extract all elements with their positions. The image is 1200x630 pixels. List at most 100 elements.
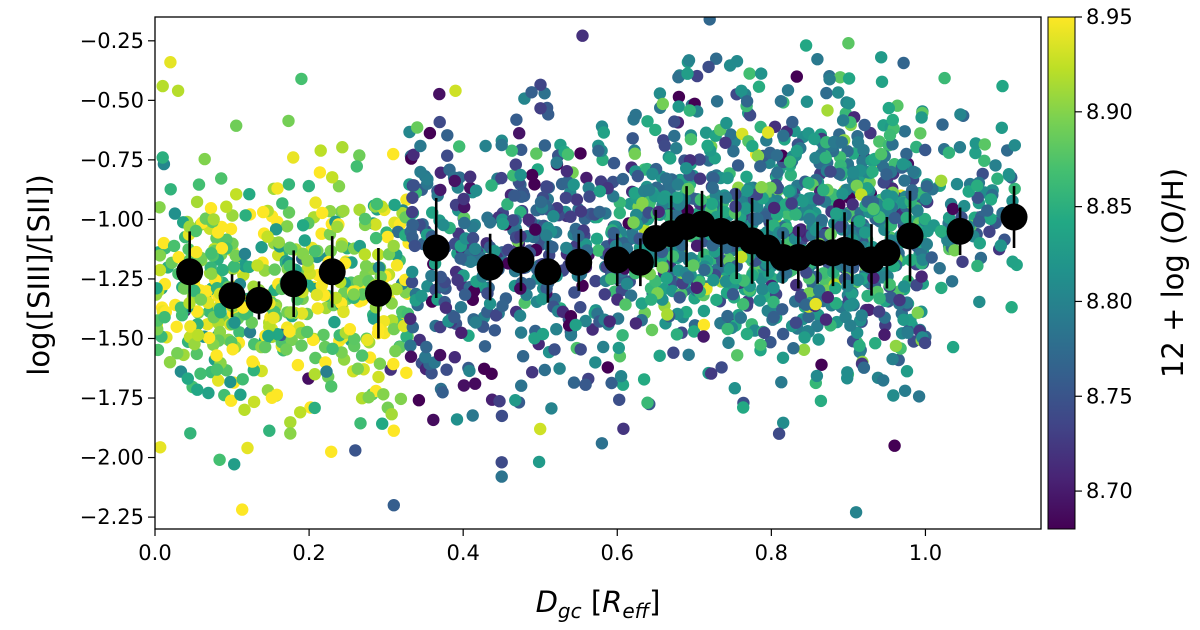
scatter-point bbox=[853, 339, 866, 352]
scatter-point bbox=[361, 333, 374, 347]
scatter-point bbox=[897, 280, 911, 293]
scatter-point bbox=[468, 242, 482, 256]
scatter-point bbox=[886, 352, 899, 366]
scatter-point bbox=[817, 183, 830, 197]
scatter-point bbox=[705, 197, 719, 210]
scatter-point bbox=[570, 193, 584, 206]
scatter-point bbox=[326, 171, 339, 184]
scatter-point bbox=[658, 139, 671, 152]
scatter-point bbox=[448, 351, 461, 364]
scatter-point bbox=[385, 408, 398, 421]
scatter-point bbox=[387, 322, 401, 336]
scatter-point bbox=[813, 284, 826, 297]
scatter-point bbox=[735, 84, 748, 98]
scatter-point bbox=[743, 67, 756, 80]
scatter-point bbox=[316, 206, 329, 220]
scatter-point bbox=[406, 265, 419, 279]
scatter-point bbox=[823, 73, 836, 86]
x-tick-label: 1.0 bbox=[909, 541, 942, 565]
scatter-point bbox=[205, 247, 218, 260]
scatter-point bbox=[155, 343, 165, 357]
scatter-point bbox=[181, 372, 194, 385]
y-tick-label: −0.25 bbox=[80, 29, 144, 53]
scatter-point bbox=[394, 392, 408, 406]
scatter-point bbox=[945, 275, 959, 288]
scatter-point bbox=[190, 195, 204, 209]
scatter-point bbox=[592, 244, 605, 257]
scatter-point bbox=[414, 165, 427, 179]
scatter-point bbox=[627, 216, 640, 229]
scatter-point bbox=[810, 369, 824, 383]
scatter-point bbox=[411, 121, 424, 134]
scatter-point bbox=[239, 209, 252, 222]
scatter-point bbox=[525, 168, 539, 182]
scatter-point bbox=[858, 118, 871, 132]
scatter-point bbox=[190, 305, 204, 318]
scatter-point bbox=[673, 291, 686, 304]
scatter-point bbox=[489, 309, 503, 322]
scatter-point bbox=[243, 326, 257, 339]
scatter-point bbox=[280, 220, 294, 233]
scatter-point bbox=[331, 220, 344, 233]
scatter-point bbox=[440, 363, 453, 376]
scatter-point bbox=[617, 422, 630, 435]
scatter-point bbox=[614, 370, 628, 383]
scatter-point bbox=[184, 427, 197, 440]
scatter-point bbox=[869, 337, 882, 350]
scatter-point bbox=[400, 366, 413, 379]
scatter-point bbox=[787, 342, 800, 355]
scatter-point bbox=[155, 263, 167, 277]
scatter-point bbox=[653, 349, 666, 362]
scatter-point bbox=[202, 331, 216, 345]
scatter-point bbox=[649, 123, 662, 137]
scatter-point bbox=[703, 17, 716, 26]
scatter-point bbox=[642, 183, 656, 197]
scatter-point bbox=[911, 306, 924, 319]
scatter-point bbox=[580, 171, 593, 185]
scatter-point bbox=[741, 184, 754, 198]
scatter-point bbox=[496, 217, 510, 231]
scatter-point bbox=[295, 339, 308, 352]
scatter-point bbox=[291, 358, 305, 372]
scatter-point bbox=[328, 315, 341, 329]
scatter-point bbox=[574, 301, 587, 314]
scatter-point bbox=[915, 270, 928, 283]
scatter-point bbox=[680, 162, 693, 175]
scatter-point bbox=[935, 281, 948, 295]
scatter-point bbox=[809, 297, 822, 311]
scatter-point bbox=[404, 339, 417, 352]
scatter-point bbox=[319, 356, 332, 369]
scatter-point bbox=[832, 86, 845, 99]
scatter-point bbox=[348, 332, 361, 346]
scatter-point bbox=[350, 160, 363, 173]
scatter-point bbox=[337, 305, 350, 319]
scatter-point bbox=[721, 171, 734, 185]
scatter-point bbox=[569, 318, 582, 332]
scatter-point bbox=[866, 165, 879, 178]
scatter-point bbox=[202, 386, 215, 400]
scatter-point bbox=[478, 340, 492, 353]
scatter-point bbox=[451, 273, 464, 287]
scatter-point bbox=[969, 137, 982, 150]
scatter-point bbox=[589, 356, 602, 369]
scatter-point bbox=[534, 422, 547, 436]
scatter-point bbox=[767, 295, 780, 309]
scatter-point bbox=[583, 190, 596, 203]
scatter-point bbox=[514, 168, 527, 182]
scatter-point bbox=[157, 236, 170, 250]
scatter-point bbox=[815, 358, 828, 371]
scatter-point bbox=[425, 269, 438, 283]
scatter-point bbox=[216, 263, 229, 277]
scatter-point bbox=[751, 212, 764, 225]
scatter-point bbox=[238, 403, 251, 416]
scatter-point bbox=[561, 148, 575, 161]
scatter-point bbox=[731, 349, 744, 362]
scatter-point bbox=[973, 237, 986, 250]
scatter-point bbox=[567, 178, 580, 191]
scatter-point bbox=[589, 274, 602, 288]
scatter-point bbox=[389, 344, 402, 358]
scatter-point bbox=[897, 313, 910, 326]
scatter-point bbox=[171, 347, 184, 360]
scatter-point bbox=[509, 158, 522, 171]
scatter-point bbox=[888, 211, 901, 225]
